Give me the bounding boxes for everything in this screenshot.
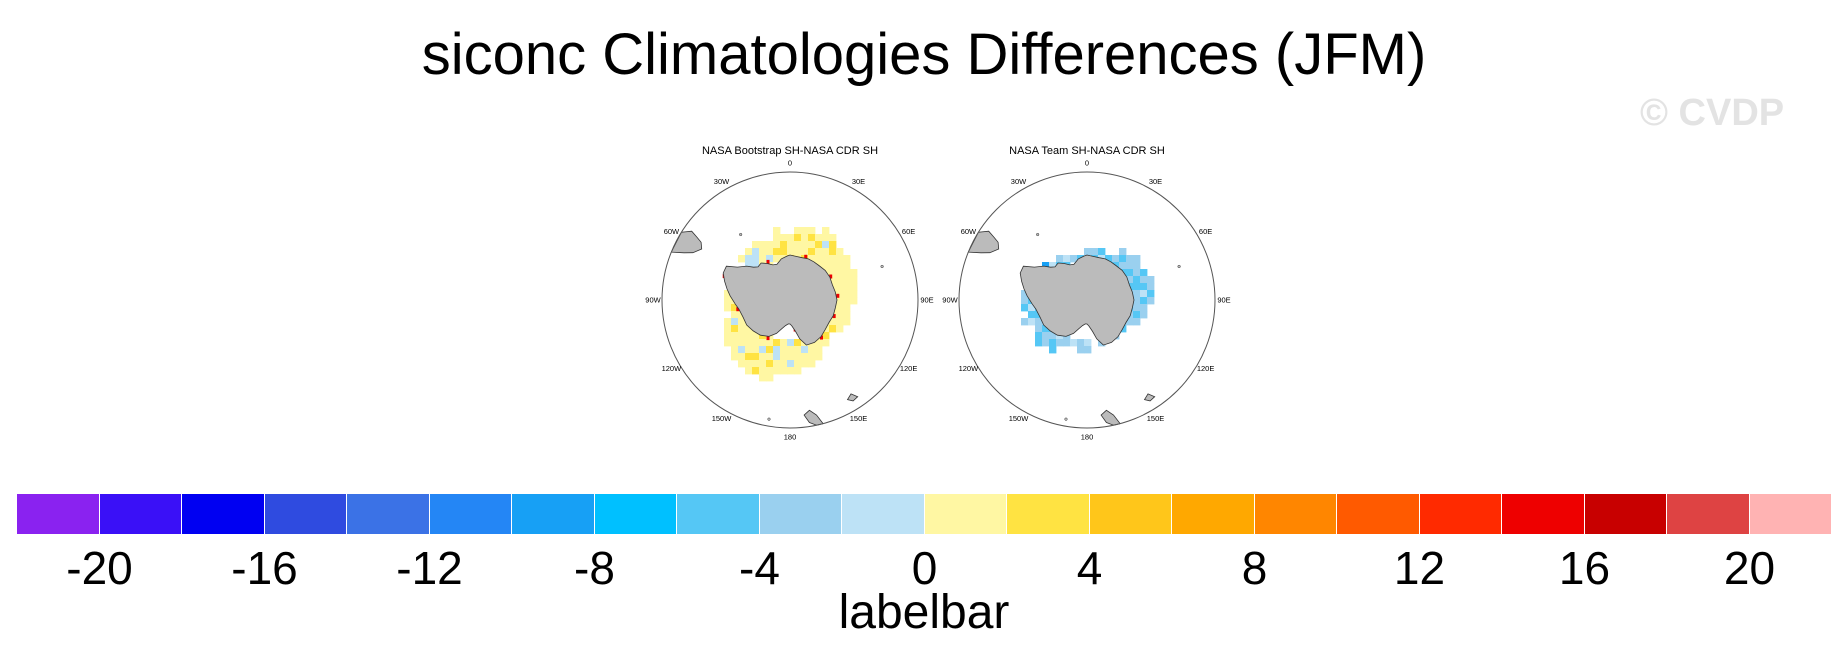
colorbar-tick-label: 8 [1241, 542, 1268, 594]
longitude-label: 120W [959, 364, 980, 373]
longitude-label: 60E [1199, 227, 1212, 236]
tasmania-landmass [846, 393, 859, 402]
polar-map-bootstrap: 0 30E 60E 90E 120E 150E 180 150W 120W 90W 60W 30W [645, 159, 933, 442]
figure-title: siconc Climatologies Differences (JFM) [421, 22, 1427, 87]
longitude-label: 150E [850, 414, 868, 423]
longitude-label: 150E [1147, 414, 1165, 423]
colorbar-tick-label: 0 [911, 542, 938, 594]
island [767, 417, 771, 421]
colorbar-box [677, 494, 760, 534]
colorbar-box [1419, 494, 1502, 534]
colorbar-box [1337, 494, 1420, 534]
colorbar-box [842, 494, 925, 534]
island [1177, 264, 1181, 269]
colorbar-tick-label: -12 [396, 542, 463, 594]
south-america-landmass [967, 230, 1000, 254]
tasmania-landmass [1143, 393, 1156, 402]
longitude-label: 30W [1011, 177, 1027, 186]
panel-title: NASA Team SH-NASA CDR SH [1009, 145, 1165, 157]
longitude-label: 90W [942, 296, 958, 305]
island [1064, 417, 1068, 421]
colorbar-box [17, 494, 100, 534]
colorbar-tick-label: 16 [1558, 542, 1611, 594]
colorbar-tick-label: 4 [1076, 542, 1103, 594]
longitude-label: 120W [662, 364, 683, 373]
island [880, 264, 884, 269]
longitude-label: 150W [712, 414, 733, 423]
colorbar-box [1502, 494, 1585, 534]
longitude-label: 150W [1009, 414, 1030, 423]
colorbar-tick-label: 20 [1723, 542, 1776, 594]
longitude-label: 90W [645, 296, 661, 305]
colorbar-box [429, 494, 512, 534]
colorbar-box [264, 494, 347, 534]
colorbar-box [1584, 494, 1667, 534]
colorbar-box [594, 494, 677, 534]
longitude-label: 60W [961, 227, 977, 236]
panel-title: NASA Bootstrap SH-NASA CDR SH [701, 145, 879, 157]
longitude-labels: 0 30E 60E 90E 120E 150E 180 150W 120W 90W 60W 30W [942, 159, 1230, 442]
colorbar-tick-label: 12 [1393, 542, 1446, 594]
longitude-label: 90E [920, 296, 933, 305]
island [739, 232, 743, 237]
colorbar-box [347, 494, 430, 534]
colorbar-box [759, 494, 842, 534]
island [1036, 232, 1040, 237]
longitude-label: 120E [1197, 364, 1215, 373]
colorbar-box [1254, 494, 1337, 534]
map-boundary-circle [661, 171, 919, 429]
longitude-label: 30E [1149, 177, 1162, 186]
polar-map-team: 0 30E 60E 90E 120E 150E 180 150W 120W 90W 60W 30W [942, 159, 1230, 442]
longitude-label: 180 [1081, 433, 1094, 442]
colorbar-box [1007, 494, 1090, 534]
colorbar-box [1667, 494, 1750, 534]
map-panel-team: 0 30E 60E 90E 120E 150E 180 150W 120W 90W 60W 30W N… [927, 140, 1247, 460]
colorbar [17, 494, 1832, 536]
longitude-label: 0 [1085, 159, 1089, 168]
colorbar-box [99, 494, 182, 534]
colorbar-box [512, 494, 595, 534]
longitude-label: 90E [1217, 296, 1230, 305]
colorbar-box [1089, 494, 1172, 534]
longitude-label: 120E [900, 364, 918, 373]
longitude-label: 0 [788, 159, 792, 168]
colorbar-tick-label: -8 [574, 542, 615, 594]
longitude-label: 180 [784, 433, 797, 442]
map-panel-bootstrap: 0 30E 60E 90E 120E 150E 180 150W 120W 90W 60W 30W N… [630, 140, 950, 460]
colorbar-box [182, 494, 265, 534]
colorbar-label: labelbar [838, 586, 1010, 639]
antarctica-landmass [1019, 254, 1135, 346]
antarctica-landmass [722, 254, 838, 346]
longitude-label: 30E [852, 177, 865, 186]
map-boundary-circle [958, 171, 1216, 429]
colorbar-tick-label: -4 [739, 542, 780, 594]
longitude-label: 30W [714, 177, 730, 186]
colorbar-tick-label: -20 [66, 542, 133, 594]
south-america-landmass [670, 230, 703, 254]
longitude-label: 60W [664, 227, 680, 236]
colorbar-box [1749, 494, 1832, 534]
colorbar-box [1172, 494, 1255, 534]
longitude-label: 60E [902, 227, 915, 236]
colorbar-box [924, 494, 1007, 534]
longitude-labels: 0 30E 60E 90E 120E 150E 180 150W 120W 90W 60W 30W [645, 159, 933, 442]
cvdp-watermark: © CVDP [1640, 92, 1785, 134]
colorbar-tick-label: -16 [231, 542, 298, 594]
